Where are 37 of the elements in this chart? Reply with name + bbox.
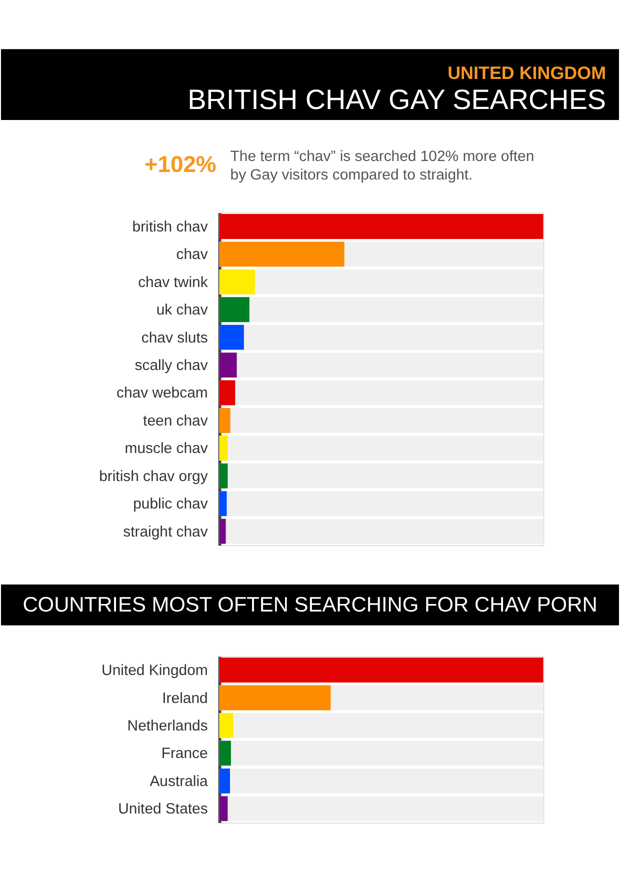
chart-subtitle: UNITED KINGDOM	[448, 63, 606, 84]
y-tick-label: Netherlands	[127, 717, 208, 734]
y-tick-label: chav webcam	[116, 384, 208, 402]
y-tick-label: teen chav	[143, 412, 208, 430]
y-tick-label: United States	[118, 800, 208, 818]
bar	[219, 269, 255, 294]
y-tick-label: uk chav	[156, 302, 208, 319]
y-tick-label: France	[161, 745, 208, 762]
y-tick-label: Australia	[150, 772, 209, 790]
y-tick-label: muscle chav	[124, 440, 208, 458]
y-tick-label: chav twink	[138, 274, 208, 291]
y-tick-label: United Kingdom	[102, 662, 208, 680]
bar	[219, 352, 237, 378]
text: The term “chav” is searched 102% more often by Gay visitors compared to straight.	[230, 148, 534, 184]
y-tick-label: scally chav	[134, 357, 208, 374]
bar	[219, 408, 230, 433]
y-tick-label: british chav orgy	[99, 468, 208, 485]
y-tick-label: Ireland	[162, 690, 208, 707]
bar	[219, 436, 228, 461]
chart-title: COUNTRIES MOST OFTEN SEARCHING FOR CHAV PORN	[22, 593, 598, 616]
chart-title: BRITISH CHAV GAY SEARCHES	[188, 84, 606, 115]
y-tick-label: public chav	[133, 496, 208, 513]
y-tick-label: chav sluts	[141, 329, 208, 346]
y-tick-label: british chav	[132, 218, 208, 236]
bar	[219, 713, 234, 738]
bar	[219, 297, 250, 322]
bar	[219, 324, 244, 350]
bar	[219, 463, 228, 488]
bar	[219, 491, 227, 516]
bar	[219, 796, 228, 822]
y-tick-label: straight chav	[123, 523, 208, 540]
text: +102%	[144, 150, 216, 177]
y-tick-label: chav	[176, 246, 208, 264]
bar	[219, 518, 226, 544]
bar	[219, 768, 230, 794]
bar	[219, 380, 236, 406]
bar	[219, 740, 231, 766]
